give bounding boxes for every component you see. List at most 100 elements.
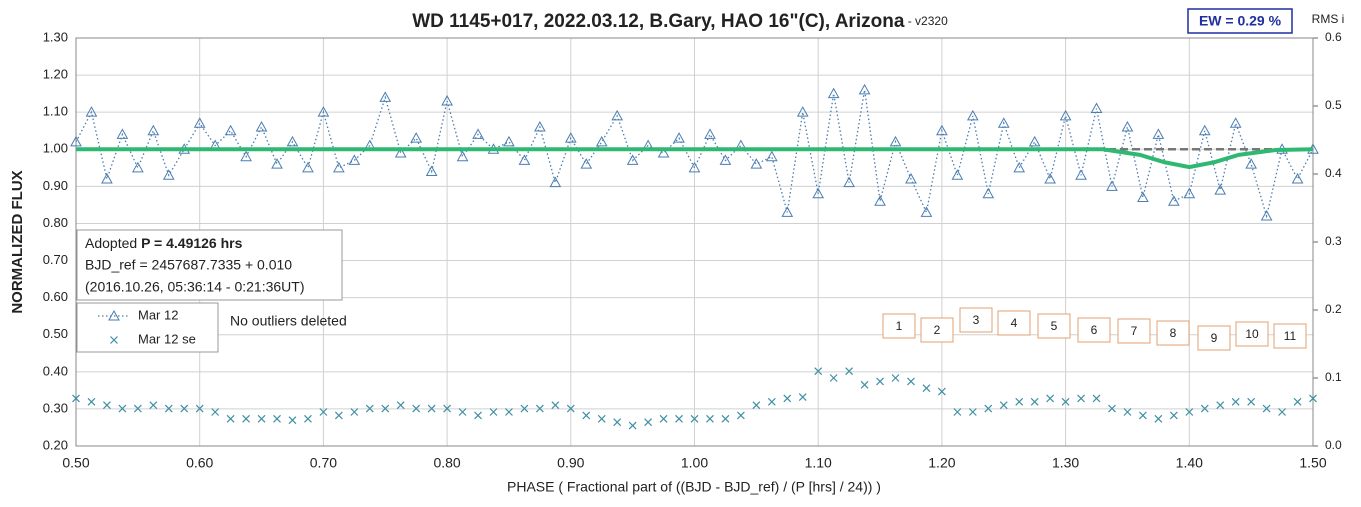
data-point	[1138, 411, 1147, 420]
data-point	[1293, 397, 1302, 406]
x-tick-label: 0.90	[557, 455, 584, 471]
data-point	[595, 135, 608, 147]
data-point	[333, 161, 345, 173]
y-tick-label: 1.00	[43, 141, 68, 156]
data-point	[108, 309, 120, 321]
data-point	[394, 146, 407, 158]
data-point	[474, 411, 482, 420]
data-point	[1154, 414, 1163, 423]
data-point	[1169, 411, 1178, 420]
data-point	[1185, 408, 1194, 416]
data-point	[535, 404, 544, 413]
data-point	[1046, 394, 1055, 403]
data-point	[1231, 397, 1240, 406]
data-point	[812, 187, 825, 199]
data-point	[706, 414, 714, 423]
y-tick-label: 1.10	[43, 104, 68, 119]
data-point	[1216, 401, 1225, 410]
data-point	[551, 401, 560, 410]
y-tick-label: 0.80	[43, 215, 68, 230]
data-point	[891, 374, 900, 382]
y2-tick-label: 0.4	[1325, 166, 1342, 180]
segment-label: 4	[1011, 316, 1018, 330]
data-point	[489, 408, 498, 416]
data-point	[827, 87, 840, 99]
annotation-line: (2016.10.26, 05:36:14 - 0:21:36UT)	[85, 279, 304, 295]
data-point	[412, 404, 421, 413]
data-point	[334, 411, 343, 420]
x-tick-label: 0.50	[62, 455, 89, 471]
data-point	[1137, 191, 1149, 202]
data-point	[164, 404, 173, 413]
data-point	[242, 414, 251, 423]
data-point	[147, 124, 160, 136]
data-point	[626, 154, 639, 165]
segment-box	[959, 307, 993, 333]
data-point	[922, 384, 931, 393]
data-point	[999, 401, 1008, 410]
data-point	[858, 83, 871, 95]
data-point	[1013, 161, 1026, 173]
data-point	[628, 421, 637, 430]
data-point	[427, 404, 436, 413]
data-point	[396, 401, 405, 410]
x-tick-label: 1.00	[681, 455, 708, 471]
y2-tick-label: 0.2	[1325, 302, 1342, 316]
y-tick-label: 1.20	[43, 67, 68, 82]
segment-box	[1273, 323, 1307, 349]
title: WD 1145+017, 2022.03.12, B.Gary, HAO 16"…	[412, 11, 905, 32]
badge-box	[1187, 8, 1293, 34]
data-point	[860, 380, 869, 389]
y-tick-label: 0.50	[43, 326, 68, 341]
data-point	[271, 158, 283, 169]
data-point	[1106, 180, 1118, 191]
data-point	[1200, 404, 1209, 413]
data-point	[443, 404, 452, 413]
segment-box	[920, 317, 954, 343]
data-point	[85, 106, 98, 117]
data-point	[1061, 397, 1070, 406]
data-point	[1090, 102, 1103, 113]
data-point	[997, 117, 1010, 128]
data-point	[472, 128, 484, 139]
data-point	[1262, 404, 1271, 413]
data-point	[381, 404, 390, 413]
data-point	[503, 135, 515, 147]
data-point	[1121, 120, 1134, 132]
y2-label: RMS i	[1312, 12, 1345, 26]
data-point	[70, 135, 82, 147]
data-point	[968, 408, 977, 416]
data-point	[101, 172, 113, 184]
data-point	[889, 135, 902, 147]
data-point	[1152, 128, 1165, 139]
annotation-prefix: Adopted	[85, 235, 141, 251]
data-point	[317, 106, 330, 117]
data-point	[1123, 408, 1132, 416]
data-point	[1278, 408, 1286, 416]
data-point	[688, 161, 701, 173]
data-point	[518, 154, 531, 165]
y-tick-label: 0.60	[43, 289, 68, 304]
data-point	[657, 146, 670, 158]
segment-label: 1	[896, 319, 903, 333]
annotation-box	[76, 229, 343, 301]
data-point	[750, 158, 763, 169]
data-point	[1291, 172, 1304, 184]
data-point	[953, 408, 962, 416]
segment-label: 2	[934, 323, 941, 337]
segment-label: 11	[1284, 329, 1297, 343]
subtitle: - v2320	[904, 14, 948, 28]
data-point	[302, 161, 314, 173]
y-label: NORMALIZED FLUX	[9, 170, 26, 313]
y-tick-label: 0.40	[43, 363, 68, 378]
data-point	[1198, 124, 1211, 136]
segment-box	[1197, 325, 1231, 351]
x-tick-label: 1.10	[805, 455, 832, 471]
data-point	[1108, 404, 1116, 413]
y2-tick-label: 0.3	[1325, 234, 1342, 248]
y-tick-label: 0.30	[43, 400, 68, 415]
data-point	[441, 95, 453, 106]
y-tick-label: 0.20	[43, 437, 68, 452]
x-tick-label: 1.40	[1176, 455, 1203, 471]
data-point	[226, 414, 235, 423]
